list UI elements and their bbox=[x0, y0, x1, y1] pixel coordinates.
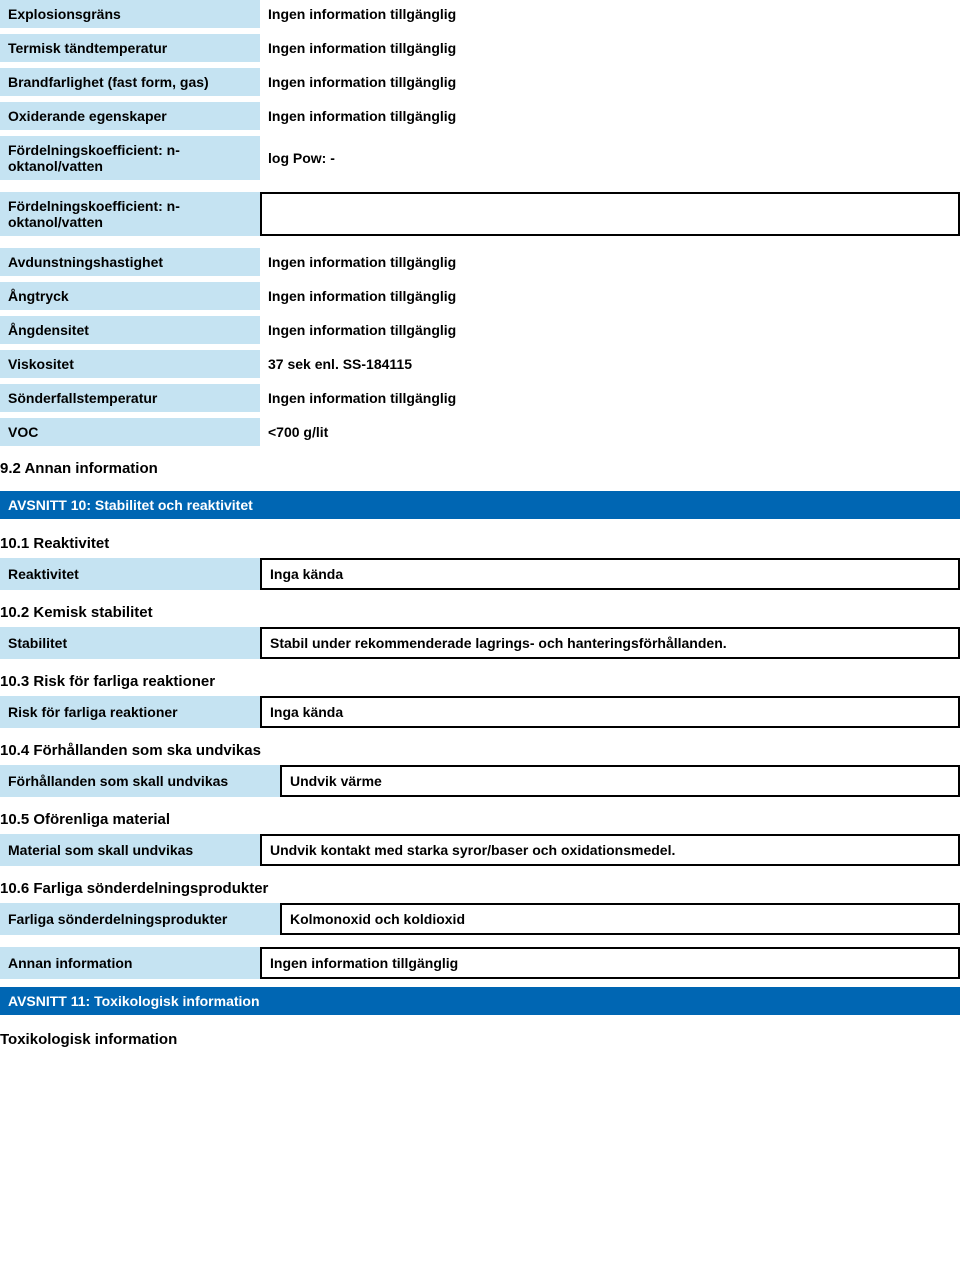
prop-label: Risk för farliga reaktioner bbox=[0, 696, 260, 728]
prop-value: Undvik värme bbox=[280, 765, 960, 797]
prop-value: <700 g/lit bbox=[260, 418, 960, 446]
table-row: Reaktivitet Inga kända bbox=[0, 558, 960, 590]
prop-value: Ingen information tillgänglig bbox=[260, 316, 960, 344]
table-row: Fördelningskoefficient: n-oktanol/vatten… bbox=[0, 136, 960, 180]
prop-value: Inga kända bbox=[260, 696, 960, 728]
prop-group-1: Explosionsgräns Ingen information tillgä… bbox=[0, 0, 960, 180]
table-row: Material som skall undvikas Undvik konta… bbox=[0, 834, 960, 866]
table-row: Risk för farliga reaktioner Inga kända bbox=[0, 696, 960, 728]
table-row: Annan information Ingen information till… bbox=[0, 947, 960, 979]
table-row: VOC <700 g/lit bbox=[0, 418, 960, 446]
subsection-10-1: 10.1 Reaktivitet bbox=[0, 527, 960, 558]
prop-label: Stabilitet bbox=[0, 627, 260, 659]
table-row: Förhållanden som skall undvikas Undvik v… bbox=[0, 765, 960, 797]
prop-label: Viskositet bbox=[0, 350, 260, 378]
subsection-9-2: 9.2 Annan information bbox=[0, 452, 960, 483]
prop-label: VOC bbox=[0, 418, 260, 446]
prop-value: Ingen information tillgänglig bbox=[260, 947, 960, 979]
prop-label: Termisk tändtemperatur bbox=[0, 34, 260, 62]
table-row: Farliga sönderdelningsprodukter Kolmonox… bbox=[0, 903, 960, 935]
prop-label: Förhållanden som skall undvikas bbox=[0, 765, 280, 797]
prop-value bbox=[260, 192, 960, 236]
prop-label: Ångtryck bbox=[0, 282, 260, 310]
prop-value: Ingen information tillgänglig bbox=[260, 102, 960, 130]
prop-label: Brandfarlighet (fast form, gas) bbox=[0, 68, 260, 96]
prop-label: Annan information bbox=[0, 947, 260, 979]
subsection-10-3: 10.3 Risk för farliga reaktioner bbox=[0, 665, 960, 696]
table-row: Avdunstningshastighet Ingen information … bbox=[0, 248, 960, 276]
prop-value: Ingen information tillgänglig bbox=[260, 34, 960, 62]
subsection-10-4: 10.4 Förhållanden som ska undvikas bbox=[0, 734, 960, 765]
subsection-10-2: 10.2 Kemisk stabilitet bbox=[0, 596, 960, 627]
prop-label: Fördelningskoefficient: n-oktanol/vatten bbox=[0, 136, 260, 180]
prop-value: 37 sek enl. SS-184115 bbox=[260, 350, 960, 378]
table-row: Stabilitet Stabil under rekommenderade l… bbox=[0, 627, 960, 659]
prop-label: Oxiderande egenskaper bbox=[0, 102, 260, 130]
prop-value: Kolmonoxid och koldioxid bbox=[280, 903, 960, 935]
prop-label: Farliga sönderdelningsprodukter bbox=[0, 903, 280, 935]
prop-value: Inga kända bbox=[260, 558, 960, 590]
prop-value: Stabil under rekommenderade lagrings- oc… bbox=[260, 627, 960, 659]
prop-value: Ingen information tillgänglig bbox=[260, 68, 960, 96]
prop-value: Ingen information tillgänglig bbox=[260, 0, 960, 28]
subsection-tox: Toxikologisk information bbox=[0, 1023, 960, 1054]
table-row: Viskositet 37 sek enl. SS-184115 bbox=[0, 350, 960, 378]
table-row: Ångdensitet Ingen information tillgängli… bbox=[0, 316, 960, 344]
prop-label: Explosionsgräns bbox=[0, 0, 260, 28]
table-row: Sönderfallstemperatur Ingen information … bbox=[0, 384, 960, 412]
prop-group-3: Avdunstningshastighet Ingen information … bbox=[0, 248, 960, 446]
table-row: Explosionsgräns Ingen information tillgä… bbox=[0, 0, 960, 28]
table-row: Ångtryck Ingen information tillgänglig bbox=[0, 282, 960, 310]
table-row: Oxiderande egenskaper Ingen information … bbox=[0, 102, 960, 130]
prop-label: Material som skall undvikas bbox=[0, 834, 260, 866]
table-row: Fördelningskoefficient: n-oktanol/vatten bbox=[0, 192, 960, 236]
section-10-header: AVSNITT 10: Stabilitet och reaktivitet bbox=[0, 491, 960, 519]
prop-value: Ingen information tillgänglig bbox=[260, 384, 960, 412]
prop-label: Fördelningskoefficient: n-oktanol/vatten bbox=[0, 192, 260, 236]
table-row: Brandfarlighet (fast form, gas) Ingen in… bbox=[0, 68, 960, 96]
prop-value: log Pow: - bbox=[260, 136, 960, 180]
prop-value: Undvik kontakt med starka syror/baser oc… bbox=[260, 834, 960, 866]
prop-label: Reaktivitet bbox=[0, 558, 260, 590]
prop-value: Ingen information tillgänglig bbox=[260, 248, 960, 276]
section-11-header: AVSNITT 11: Toxikologisk information bbox=[0, 987, 960, 1015]
prop-label: Ångdensitet bbox=[0, 316, 260, 344]
prop-label: Sönderfallstemperatur bbox=[0, 384, 260, 412]
prop-label: Avdunstningshastighet bbox=[0, 248, 260, 276]
subsection-10-6: 10.6 Farliga sönderdelningsprodukter bbox=[0, 872, 960, 903]
table-row: Termisk tändtemperatur Ingen information… bbox=[0, 34, 960, 62]
subsection-10-5: 10.5 Oförenliga material bbox=[0, 803, 960, 834]
prop-value: Ingen information tillgänglig bbox=[260, 282, 960, 310]
